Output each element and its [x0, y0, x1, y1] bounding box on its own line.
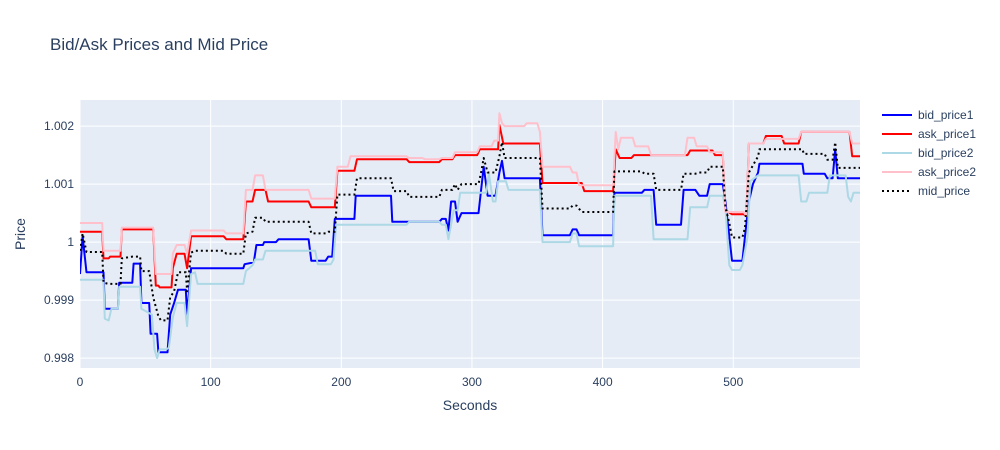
x-tick-label: 200	[331, 375, 351, 389]
legend[interactable]: bid_price1 ask_price1 bid_price2 ask_price2…	[882, 108, 976, 198]
series-line-bid-price2[interactable]	[80, 172, 860, 360]
y-tick-label: 1.002	[44, 119, 74, 133]
x-tick-label: 300	[462, 375, 482, 389]
series-line-mid-price[interactable]	[80, 141, 860, 322]
y-tick-label: 0.998	[44, 351, 74, 365]
x-axis-ticks: 0 100 200 300 400 500	[77, 375, 744, 389]
y-axis-ticks: 0.998 0.999 1 1.001 1.002	[44, 119, 74, 365]
x-axis-title: Seconds	[443, 397, 497, 413]
x-gridlines	[79, 100, 734, 368]
series-line-ask-price1[interactable]	[80, 123, 860, 289]
x-tick-label: 100	[201, 375, 221, 389]
legend-item-bid-price1[interactable]: bid_price1	[882, 108, 974, 122]
x-tick-label: 0	[77, 375, 84, 389]
legend-label: bid_price1	[918, 108, 974, 122]
legend-item-ask-price2[interactable]: ask_price2	[882, 165, 976, 179]
legend-label: ask_price1	[918, 127, 976, 141]
legend-label: bid_price2	[918, 146, 974, 160]
legend-label: ask_price2	[918, 165, 976, 179]
legend-label: mid_price	[918, 184, 970, 198]
series-lines	[80, 112, 860, 360]
y-tick-label: 1	[67, 235, 74, 249]
x-tick-label: 400	[593, 375, 613, 389]
plot-area	[80, 100, 860, 368]
chart-title: Bid/Ask Prices and Mid Price	[50, 35, 268, 54]
legend-item-bid-price2[interactable]: bid_price2	[882, 146, 974, 160]
y-tick-label: 0.999	[44, 293, 74, 307]
y-axis-title: Price	[12, 218, 28, 250]
y-tick-label: 1.001	[44, 177, 74, 191]
series-line-ask-price2[interactable]	[80, 112, 860, 275]
legend-item-ask-price1[interactable]: ask_price1	[882, 127, 976, 141]
legend-item-mid-price[interactable]: mid_price	[882, 184, 970, 198]
x-tick-label: 500	[723, 375, 743, 389]
